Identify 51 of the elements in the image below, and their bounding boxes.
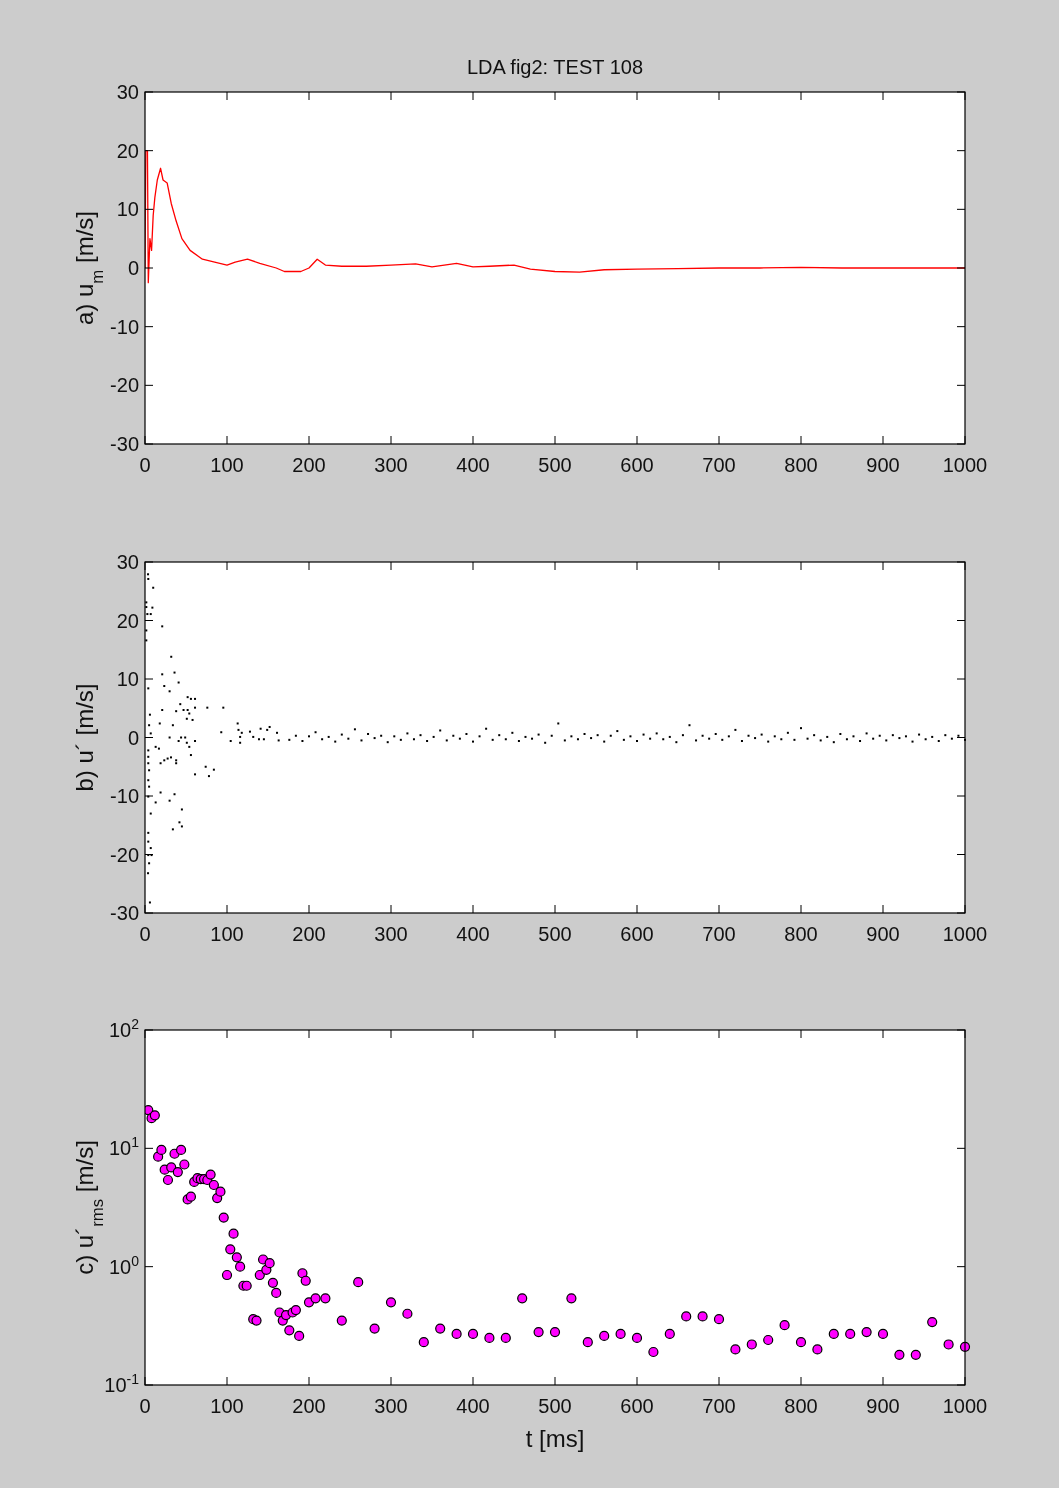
x-tick-label: 800: [784, 1395, 818, 1417]
y-tick-label: 10: [116, 198, 139, 221]
x-tick-label: 900: [866, 923, 900, 945]
x-tick-label: 500: [538, 1395, 572, 1417]
x-tick-label: 100: [210, 454, 244, 476]
x-tick-label: 400: [456, 1395, 490, 1417]
y-tick-label: -20: [110, 374, 139, 397]
y-tick-label: 10: [116, 668, 139, 690]
y-axis-title: b) u´ [m/s]: [71, 683, 98, 792]
x-tick-label: 600: [620, 454, 654, 476]
x-tick-label: 900: [866, 1395, 900, 1417]
y-tick-label: 0: [127, 726, 139, 749]
y-tick-label: 30: [116, 81, 139, 103]
x-tick-label: 700: [702, 454, 736, 476]
x-tick-label: 1000: [942, 454, 988, 476]
y-tick-label: 20: [116, 609, 139, 632]
x-tick-label: 100: [210, 923, 244, 945]
x-tick-label: 800: [784, 454, 818, 476]
y-tick-label: 10$^{2}$: [108, 1016, 140, 1041]
x-tick-label: 800: [784, 923, 818, 945]
x-tick-label: 600: [620, 1395, 654, 1417]
x-axis-title: t [ms]: [525, 1425, 585, 1452]
y-tick-label: -10: [110, 785, 139, 807]
x-tick-label: 500: [538, 923, 572, 945]
y-tick-label: 10$^{1}$: [108, 1134, 140, 1160]
x-tick-label: 700: [702, 1395, 736, 1417]
chart-title: LDA fig2: TEST 108: [466, 56, 644, 78]
y-tick-label: 10$^{0}$: [108, 1252, 140, 1278]
y-tick-label: -10: [110, 315, 139, 338]
x-tick-label: 300: [374, 454, 408, 476]
y-tick-label: -30: [110, 902, 139, 924]
y-tick-label: 0: [127, 257, 139, 279]
x-tick-label: 300: [374, 1395, 408, 1417]
x-tick-label: 500: [538, 454, 572, 476]
x-tick-label: 1000: [942, 1395, 988, 1417]
x-tick-label: 400: [456, 923, 490, 945]
y-tick-label: 30: [116, 551, 139, 573]
x-tick-label: 400: [456, 454, 490, 476]
x-tick-label: 1000: [942, 923, 988, 945]
x-tick-label: 100: [210, 1395, 244, 1417]
x-tick-label: 900: [866, 454, 900, 476]
x-tick-label: 200: [292, 923, 326, 945]
x-tick-label: 300: [374, 923, 408, 945]
x-tick-label: 200: [292, 454, 326, 476]
x-tick-label: 700: [702, 923, 736, 945]
x-tick-label: 200: [292, 1395, 326, 1417]
y-tick-label: 10$^{-1}$: [104, 1371, 140, 1396]
x-tick-label: 600: [620, 923, 654, 945]
y-tick-label: 20: [116, 139, 139, 162]
y-tick-label: -30: [110, 433, 139, 455]
y-tick-label: -20: [110, 843, 139, 866]
